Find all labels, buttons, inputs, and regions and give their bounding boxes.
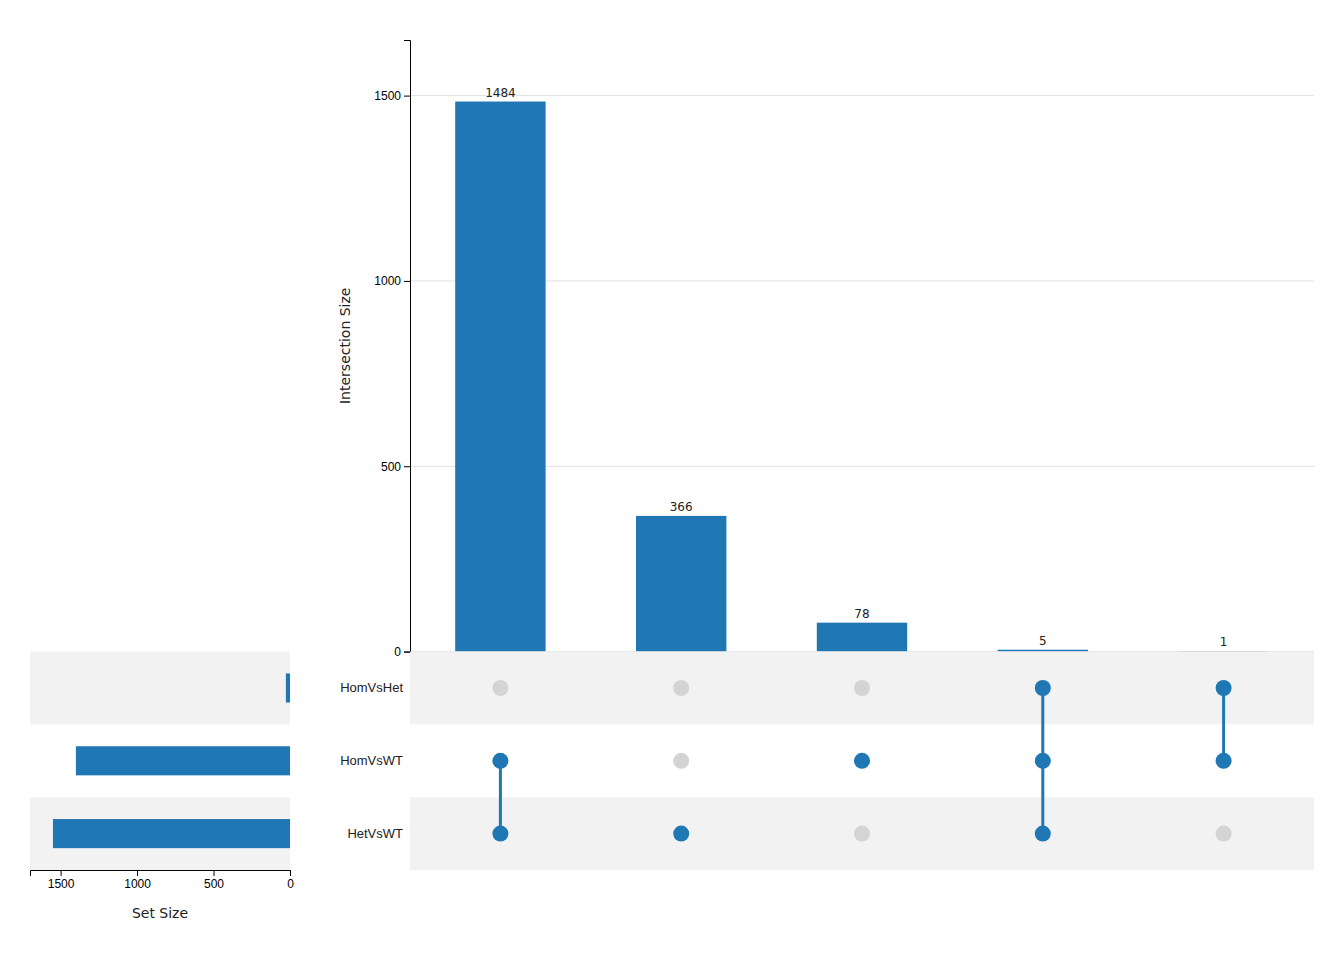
bar xyxy=(1178,651,1268,652)
y-axis: 0 500 1000 1500 xyxy=(374,41,410,659)
bar xyxy=(455,102,545,652)
dot-empty xyxy=(673,680,689,696)
row-stripe xyxy=(410,797,1314,870)
tick: 1500 xyxy=(48,870,75,891)
data-label: 78 xyxy=(854,607,869,621)
dot-empty xyxy=(1216,826,1232,842)
bars xyxy=(455,102,1269,652)
row-stripes xyxy=(30,652,1314,870)
tick: 500 xyxy=(381,460,410,474)
grid-line xyxy=(410,95,1314,96)
dot-filled xyxy=(492,753,508,769)
dot-filled xyxy=(854,753,870,769)
dot-filled xyxy=(673,826,689,842)
row-stripe xyxy=(30,797,290,870)
dot-filled xyxy=(1035,826,1051,842)
row-stripe xyxy=(410,652,1314,725)
tick-mark xyxy=(404,466,410,467)
dot-empty xyxy=(673,753,689,769)
set-size-bar xyxy=(286,673,290,702)
dot-filled xyxy=(1035,680,1051,696)
data-label: 1484 xyxy=(485,86,516,100)
tick-label: 1500 xyxy=(374,89,401,103)
tick: HomVsHet xyxy=(340,680,403,695)
tick-label: 0 xyxy=(287,877,294,891)
dot-empty xyxy=(854,680,870,696)
x-axis: 1500 1000 500 0 xyxy=(31,870,295,891)
dot-empty xyxy=(854,826,870,842)
tick: 1000 xyxy=(374,274,410,288)
dot-filled xyxy=(1216,753,1232,769)
set-size-bar xyxy=(76,746,290,775)
data-label: 1 xyxy=(1220,635,1228,649)
data-label: 366 xyxy=(670,500,693,514)
grid xyxy=(410,96,1314,652)
bar xyxy=(817,623,907,652)
connector xyxy=(499,761,502,834)
dot-empty xyxy=(492,680,508,696)
set-size-bar xyxy=(53,819,290,848)
tick-label: 1500 xyxy=(48,877,75,891)
row-stripe xyxy=(30,652,290,725)
axis-line xyxy=(31,871,291,877)
dot-matrix xyxy=(492,680,1231,842)
tick-mark xyxy=(404,652,410,653)
tick: 0 xyxy=(394,645,410,659)
tick: HetVsWT xyxy=(347,826,403,841)
bar xyxy=(636,516,726,652)
data-labels: 1484 366 78 5 1 xyxy=(485,86,1227,650)
set-axis: HomVsHet HomVsWT HetVsWT xyxy=(340,680,403,841)
tick-mark xyxy=(214,870,215,876)
tick-label: 500 xyxy=(204,877,224,891)
tick: 0 xyxy=(287,870,294,891)
tick-mark xyxy=(404,281,410,282)
dot-filled xyxy=(1035,753,1051,769)
tick-label: 500 xyxy=(381,460,401,474)
axis-line xyxy=(404,41,411,653)
y-axis-title: Intersection Size xyxy=(337,288,353,404)
connector xyxy=(1222,688,1225,761)
dot-filled xyxy=(1216,680,1232,696)
tick-mark xyxy=(137,870,138,876)
tick-mark xyxy=(61,870,62,876)
tick: 500 xyxy=(204,870,224,891)
tick-label: 1000 xyxy=(124,877,151,891)
set-size-bars xyxy=(53,673,290,848)
tick: 1500 xyxy=(374,89,410,103)
tick: 1000 xyxy=(124,870,151,891)
set-label: HomVsHet xyxy=(340,680,403,695)
tick: HomVsWT xyxy=(340,753,403,768)
tick-label: 1000 xyxy=(374,274,401,288)
tick-label: 0 xyxy=(394,645,401,659)
tick-mark xyxy=(290,870,291,876)
chart: 1484 366 78 5 1 0 500 1000 1500 Intersection Size… xyxy=(0,0,1344,960)
dot-filled xyxy=(492,826,508,842)
data-label: 5 xyxy=(1039,634,1047,648)
bar xyxy=(998,650,1088,652)
set-label: HetVsWT xyxy=(347,826,403,841)
set-label: HomVsWT xyxy=(340,753,403,768)
tick-mark xyxy=(404,96,410,97)
x-axis-title: Set Size xyxy=(132,905,188,921)
